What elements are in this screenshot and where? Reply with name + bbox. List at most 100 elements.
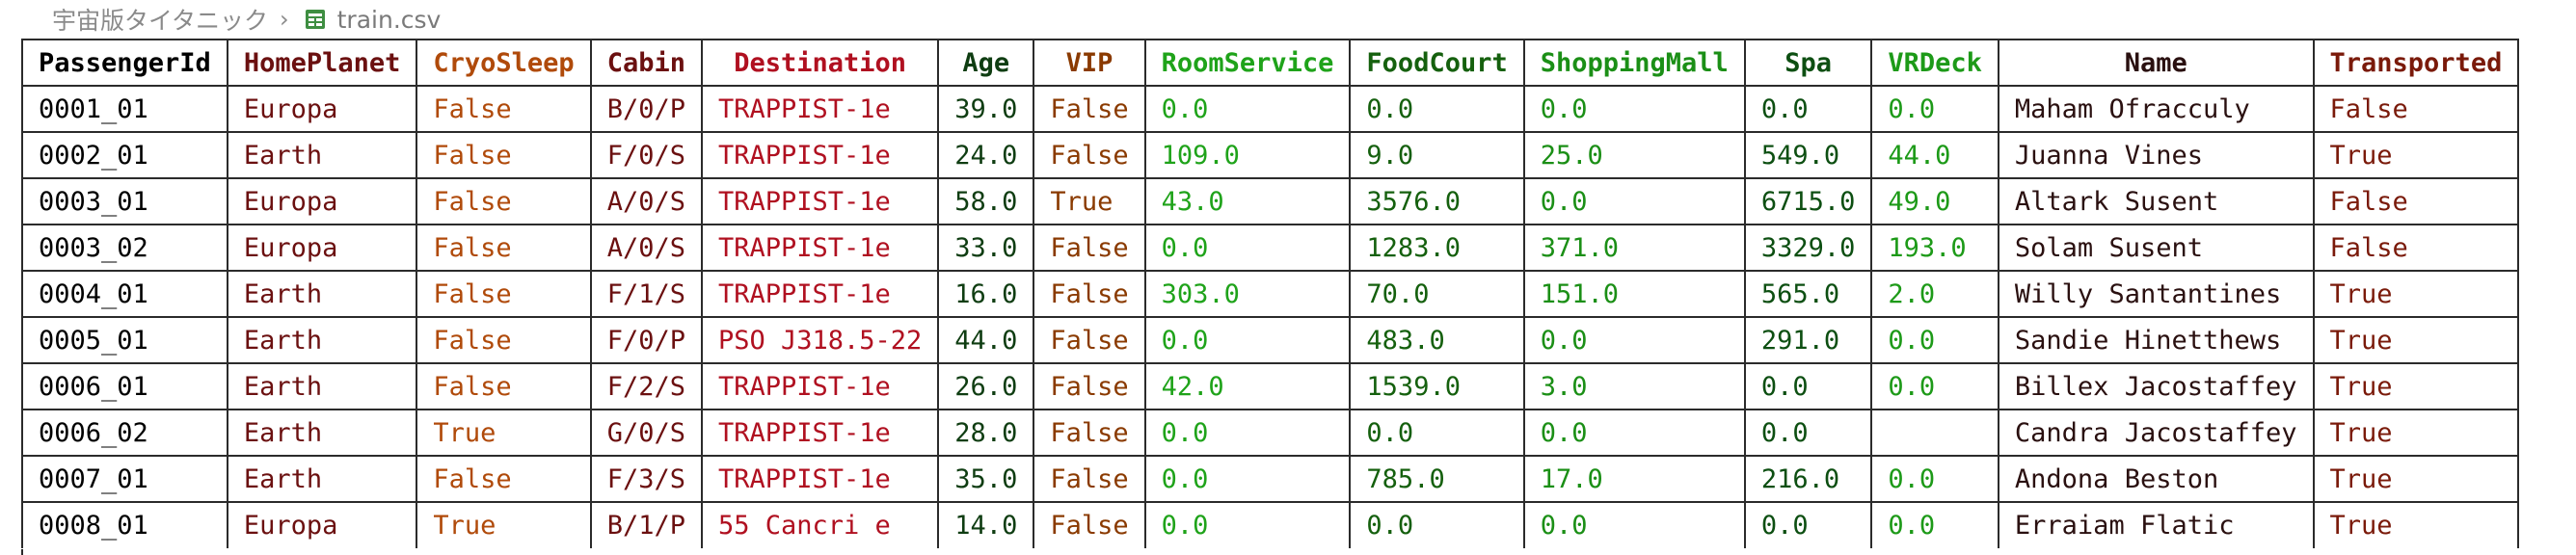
- cell-homeplanet[interactable]: Earth: [226, 131, 418, 179]
- cell-shoppingmall[interactable]: 0.0: [1522, 177, 1746, 225]
- cell-shoppingmall[interactable]: 17.0: [1522, 455, 1746, 503]
- cell-transported[interactable]: False: [2312, 177, 2520, 225]
- cell-foodcourt[interactable]: 0.0: [1349, 409, 1525, 457]
- cell-foodcourt[interactable]: 0.0: [1349, 85, 1525, 133]
- cell-destination[interactable]: TRAPPIST-1e: [700, 455, 940, 503]
- cell-vip[interactable]: False: [1033, 409, 1146, 457]
- cell-transported[interactable]: True: [2312, 316, 2520, 364]
- cell-passengerid[interactable]: 0002_01: [21, 131, 228, 179]
- cell-shoppingmall[interactable]: 151.0: [1522, 270, 1746, 318]
- cell-transported[interactable]: True: [2312, 409, 2520, 457]
- column-header-vip[interactable]: VIP: [1033, 39, 1146, 87]
- column-header-foodcourt[interactable]: FoodCourt: [1349, 39, 1525, 87]
- cell-shoppingmall[interactable]: 371.0: [1522, 224, 1746, 272]
- cell-cabin[interactable]: F/2/S: [589, 362, 703, 410]
- cell-age[interactable]: 35.0: [937, 455, 1035, 503]
- column-header-shoppingmall[interactable]: ShoppingMall: [1522, 39, 1746, 87]
- cell-name[interactable]: Sandie Hinetthews: [1997, 316, 2315, 364]
- cell-cabin[interactable]: A/0/S: [589, 177, 703, 225]
- cell-vip[interactable]: False: [1033, 85, 1146, 133]
- cell-name[interactable]: Erraiam Flatic: [1997, 501, 2315, 548]
- cell-passengerid[interactable]: 0001_01: [21, 85, 228, 133]
- cell-age[interactable]: 39.0: [937, 85, 1035, 133]
- cell-destination[interactable]: 55 Cancri e: [700, 501, 940, 548]
- cell-homeplanet[interactable]: Earth: [226, 270, 418, 318]
- cell-age[interactable]: 44.0: [937, 316, 1035, 364]
- cell-cryosleep[interactable]: False: [416, 177, 592, 225]
- cell-destination[interactable]: TRAPPIST-1e: [700, 224, 940, 272]
- cell-transported[interactable]: True: [2312, 270, 2520, 318]
- cell-shoppingmall[interactable]: 0.0: [1522, 85, 1746, 133]
- cell-foodcourt[interactable]: 1539.0: [1349, 362, 1525, 410]
- cell-foodcourt[interactable]: 70.0: [1349, 270, 1525, 318]
- cell-transported[interactable]: True: [2312, 501, 2520, 548]
- cell-cabin[interactable]: A/0/S: [589, 224, 703, 272]
- cell-vrdeck[interactable]: 0.0: [1870, 501, 1999, 548]
- cell-vrdeck[interactable]: 0.0: [1870, 362, 1999, 410]
- cell-destination[interactable]: TRAPPIST-1e: [700, 131, 940, 179]
- cell-spa[interactable]: 0.0: [1743, 362, 1873, 410]
- cell-cryosleep[interactable]: False: [416, 85, 592, 133]
- cell-vrdeck[interactable]: [1870, 409, 1999, 457]
- cell-age[interactable]: 33.0: [937, 224, 1035, 272]
- cell-transported[interactable]: True: [2312, 455, 2520, 503]
- cell-cabin[interactable]: F/0/S: [589, 131, 703, 179]
- cell-vrdeck[interactable]: 0.0: [1870, 85, 1999, 133]
- cell-vip[interactable]: False: [1033, 316, 1146, 364]
- cell-vrdeck[interactable]: 0.0: [1870, 316, 1999, 364]
- cell-vip[interactable]: False: [1033, 362, 1146, 410]
- cell-vip[interactable]: False: [1033, 224, 1146, 272]
- cell-spa[interactable]: 549.0: [1743, 131, 1873, 179]
- cell-vrdeck[interactable]: 49.0: [1870, 177, 1999, 225]
- cell-spa[interactable]: 0.0: [1743, 409, 1873, 457]
- cell-roomservice[interactable]: 0.0: [1143, 501, 1352, 548]
- cell-vrdeck[interactable]: 2.0: [1870, 270, 1999, 318]
- cell-spa[interactable]: 6715.0: [1743, 177, 1873, 225]
- cell-cryosleep[interactable]: False: [416, 131, 592, 179]
- cell-name[interactable]: Billex Jacostaffey: [1997, 362, 2315, 410]
- cell-cryosleep[interactable]: True: [416, 409, 592, 457]
- column-header-cryosleep[interactable]: CryoSleep: [416, 39, 592, 87]
- cell-vip[interactable]: True: [1033, 177, 1146, 225]
- cell-destination[interactable]: TRAPPIST-1e: [700, 270, 940, 318]
- cell-vip[interactable]: False: [1033, 455, 1146, 503]
- cell-foodcourt[interactable]: 3576.0: [1349, 177, 1525, 225]
- cell-shoppingmall[interactable]: 25.0: [1522, 131, 1746, 179]
- cell-transported[interactable]: False: [2312, 224, 2520, 272]
- cell-roomservice[interactable]: 0.0: [1143, 316, 1352, 364]
- cell-cabin[interactable]: F/3/S: [589, 455, 703, 503]
- cell-cabin[interactable]: F/0/P: [589, 316, 703, 364]
- cell-roomservice[interactable]: 0.0: [1143, 85, 1352, 133]
- cell-vip[interactable]: False: [1033, 501, 1146, 548]
- column-header-homeplanet[interactable]: HomePlanet: [226, 39, 418, 87]
- cell-name[interactable]: Juanna Vines: [1997, 131, 2315, 179]
- column-header-vrdeck[interactable]: VRDeck: [1870, 39, 1999, 87]
- column-header-roomservice[interactable]: RoomService: [1143, 39, 1352, 87]
- cell-name[interactable]: Willy Santantines: [1997, 270, 2315, 318]
- cell-transported[interactable]: False: [2312, 85, 2520, 133]
- cell-cryosleep[interactable]: False: [416, 316, 592, 364]
- column-header-name[interactable]: Name: [1997, 39, 2315, 87]
- cell-age[interactable]: 14.0: [937, 501, 1035, 548]
- cell-roomservice[interactable]: 42.0: [1143, 362, 1352, 410]
- cell-age[interactable]: 24.0: [937, 131, 1035, 179]
- cell-homeplanet[interactable]: Earth: [226, 362, 418, 410]
- cell-destination[interactable]: PSO J318.5-22: [700, 316, 940, 364]
- cell-cryosleep[interactable]: True: [416, 501, 592, 548]
- cell-spa[interactable]: 0.0: [1743, 501, 1873, 548]
- cell-vrdeck[interactable]: 0.0: [1870, 455, 1999, 503]
- cell-homeplanet[interactable]: Europa: [226, 177, 418, 225]
- cell-spa[interactable]: 216.0: [1743, 455, 1873, 503]
- cell-shoppingmall[interactable]: 3.0: [1522, 362, 1746, 410]
- cell-roomservice[interactable]: 0.0: [1143, 455, 1352, 503]
- cell-cabin[interactable]: B/1/P: [589, 501, 703, 548]
- cell-shoppingmall[interactable]: 0.0: [1522, 316, 1746, 364]
- cell-age[interactable]: 26.0: [937, 362, 1035, 410]
- cell-age[interactable]: 58.0: [937, 177, 1035, 225]
- breadcrumb-folder[interactable]: 宇宙版タイタニック: [52, 7, 269, 35]
- cell-shoppingmall[interactable]: 0.0: [1522, 501, 1746, 548]
- cell-spa[interactable]: 291.0: [1743, 316, 1873, 364]
- cell-destination[interactable]: TRAPPIST-1e: [700, 409, 940, 457]
- column-header-cabin[interactable]: Cabin: [589, 39, 703, 87]
- cell-homeplanet[interactable]: Europa: [226, 85, 418, 133]
